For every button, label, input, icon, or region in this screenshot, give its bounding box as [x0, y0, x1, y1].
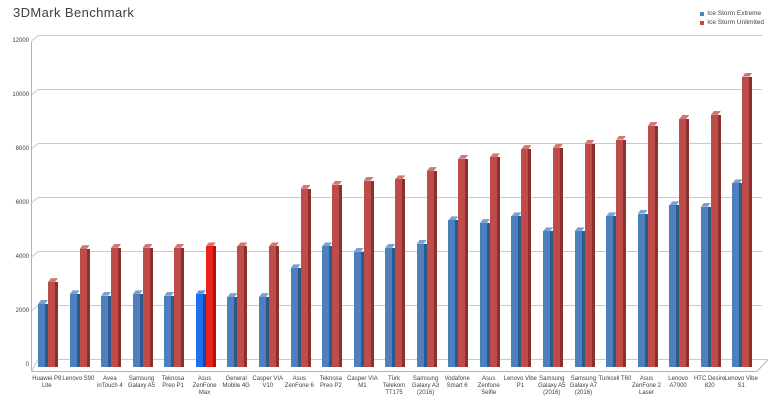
bar-unlimited [268, 246, 279, 367]
x-category-label: Lenovo Vibe P1 [503, 376, 537, 389]
bar-extreme [227, 297, 238, 367]
x-category-label: Huawei P8 Lite [32, 376, 62, 389]
bar-extreme [258, 297, 269, 367]
x-category-label: HTC Desire 820 [693, 376, 726, 389]
bar-extreme [543, 231, 554, 367]
bar-extreme [132, 294, 143, 367]
bar-extreme [448, 220, 459, 367]
bar-extreme [479, 223, 490, 367]
x-category-label: Vodafone Smart 6 [444, 376, 470, 389]
bar-extreme [385, 247, 396, 367]
bar-unlimited [521, 149, 532, 367]
bar-unlimited [710, 114, 721, 367]
legend-swatch-red [700, 21, 705, 25]
x-category-label: Samsung Galaxy A7 (2016) [569, 376, 598, 396]
x-category-label: Lenovo S90 [62, 376, 95, 382]
bar-unlimited [363, 180, 374, 367]
legend-swatch-blue [700, 12, 705, 16]
x-category-label: Asus Zenfone Selfie [477, 376, 500, 396]
bar-extreme [416, 243, 427, 367]
x-category-label: Samsung Galaxy A3 (2016) [411, 376, 440, 396]
bar-extreme [38, 303, 48, 367]
bar-extreme [353, 251, 364, 367]
x-category-label: Türk Telekom TT175 [382, 376, 406, 396]
bar-unlimited [332, 184, 343, 367]
x-category-label: Casper VIA V10 [252, 376, 284, 389]
bar-extreme [322, 246, 333, 367]
bar-extreme [637, 213, 648, 367]
x-category-label: Lenovo Vibe S1 [724, 376, 758, 389]
x-category-label: Asus ZenFone 2 Laser [632, 376, 662, 396]
bar-unlimited [647, 125, 658, 367]
bar-unlimited [300, 188, 311, 367]
bar-unlimited [79, 249, 90, 367]
y-tick-label: 6000 [15, 200, 29, 206]
bar-unlimited [489, 157, 500, 367]
bar-extreme [195, 294, 206, 367]
bar-unlimited [48, 282, 58, 367]
chart-title: 3DMark Benchmark [13, 5, 135, 20]
bar-unlimited [205, 246, 216, 367]
bar-extreme [290, 268, 301, 367]
bar-extreme [69, 294, 80, 367]
x-category-label: Lenovo A7000 [668, 376, 688, 389]
legend: Ice Storm Extreme Ice Storm Unlimited [700, 10, 764, 27]
legend-label: Ice Storm Unlimited [707, 19, 764, 26]
y-tick-label: 10000 [12, 92, 29, 98]
x-category-label: General Mobile 4G [222, 376, 250, 389]
bar-unlimited [395, 179, 406, 367]
bar-unlimited [111, 247, 122, 367]
bar-extreme [669, 205, 680, 367]
y-tick-label: 2000 [15, 308, 29, 314]
bar-unlimited [142, 247, 153, 367]
bar-unlimited [679, 119, 690, 367]
x-category-label: Teknosa Preo P1 [161, 376, 185, 389]
x-category-label: Samsung Galaxy A5 (2016) [538, 376, 566, 396]
x-category-label: Teknosa Preo P2 [319, 376, 343, 389]
bar-extreme [574, 231, 585, 367]
legend-item-unlimited: Ice Storm Unlimited [700, 19, 764, 27]
x-category-label: Samsung Galaxy A5 [127, 376, 156, 389]
bar-unlimited [237, 246, 248, 367]
bar-unlimited [742, 76, 753, 367]
bar-extreme [164, 295, 175, 367]
bar-extreme [101, 295, 112, 367]
bar-extreme [732, 183, 743, 367]
x-category-label: Casper VIA M1 [347, 376, 378, 389]
bar-extreme [511, 216, 522, 367]
bar-unlimited [458, 158, 469, 367]
x-category-label: Turkcell T60 [598, 376, 632, 382]
bar-unlimited [174, 247, 185, 367]
y-tick-label: 4000 [15, 254, 29, 260]
legend-item-extreme: Ice Storm Extreme [700, 10, 764, 18]
x-category-label: Avea inTouch 4 [97, 376, 123, 389]
bar-unlimited [553, 147, 564, 367]
x-category-label: Asus ZenFone Max [192, 376, 217, 396]
bar-extreme [606, 216, 617, 367]
bar-unlimited [426, 171, 437, 367]
y-tick-label: 12000 [12, 38, 29, 44]
bar-extreme [700, 206, 711, 367]
y-tick-label: 0 [25, 362, 29, 368]
bar-unlimited [584, 143, 595, 367]
x-category-label: Asus ZenFone 6 [284, 376, 314, 389]
bar-unlimited [616, 139, 627, 367]
y-tick-label: 8000 [15, 146, 29, 152]
legend-label: Ice Storm Extreme [707, 10, 762, 17]
